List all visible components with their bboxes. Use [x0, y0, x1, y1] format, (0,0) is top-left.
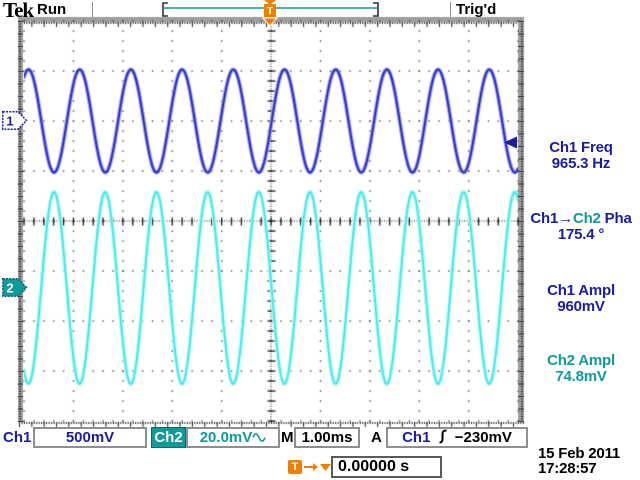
trigger-position-marker: T: [262, 0, 278, 27]
header-divider-2: [450, 2, 451, 17]
trigger-source: Ch1: [402, 429, 431, 446]
datetime: 15 Feb 2011 17:28:57: [538, 446, 620, 476]
phase-src-ch1: Ch1: [530, 210, 559, 227]
acquisition-status: Run: [37, 1, 67, 18]
delay-t-flag: T: [288, 460, 302, 474]
ch2-scale-value: 20.0mV: [199, 429, 253, 446]
rising-edge-icon: [439, 429, 447, 444]
sine-wave-icon: [252, 433, 267, 442]
phase-src-ch2: Ch2: [572, 210, 601, 227]
date-text: 15 Feb 2011: [538, 445, 621, 462]
measurement-ch1-freq: Ch1 Freq 965.3 Hz: [522, 140, 640, 172]
trigger-menu-label: A: [371, 429, 382, 446]
measurement-value: 960mV: [557, 298, 605, 315]
measurement-value: 175.4 °: [557, 226, 605, 243]
measurement-ch1-ampl: Ch1 Ampl 960mV: [522, 283, 640, 315]
ch1-marker-label: 1: [6, 114, 13, 129]
measurement-label: Ch1 Ampl: [547, 282, 615, 299]
ch2-marker-label: 2: [6, 281, 13, 296]
trigger-t-symbol: T: [267, 6, 273, 17]
window-left-bracket: [162, 2, 168, 17]
trigger-t-flag: [264, 4, 276, 17]
trigger-caret-top-icon: [264, 0, 276, 5]
tek-logo: Tek: [3, 0, 34, 22]
trigger-status: Trig'd: [456, 1, 497, 18]
trigger-level-arrow-icon: [504, 136, 517, 149]
window-right-bracket: [373, 2, 379, 17]
ch1-label: Ch1: [3, 429, 32, 446]
measurement-label: Ch2 Ampl: [547, 352, 615, 369]
measurement-value: 965.3 Hz: [551, 155, 611, 172]
measurement-phase: Ch1→Ch2 Pha 175.4 °: [522, 211, 640, 243]
measurement-label: Ch1→Ch2 Pha: [522, 211, 640, 227]
ch2-ground-marker: 2: [2, 278, 28, 297]
ch1-scale-readout: 500mV: [33, 427, 147, 448]
horizontal-delay-readout: 0.00000 s: [331, 456, 442, 478]
trigger-level: −230mV: [454, 429, 512, 446]
phase-arrow-icon: →: [558, 210, 573, 227]
time-text: 17:28:57: [538, 460, 597, 477]
timebase-label: M: [281, 429, 294, 446]
trigger-readout: Ch1 −230mV: [386, 427, 528, 448]
delay-arrow-icon: [304, 463, 331, 471]
timebase-readout: 1.00ms: [294, 427, 360, 448]
measurement-label: Ch1 Freq: [549, 139, 613, 156]
phase-suffix: Pha: [600, 210, 632, 227]
measurement-ch2-ampl: Ch2 Ampl 74.8mV: [522, 353, 640, 385]
ch2-scale-readout: 20.0mV: [186, 427, 280, 448]
header-divider: [92, 2, 93, 17]
ch1-ground-marker: 1: [2, 111, 28, 130]
measurement-value: 74.8mV: [555, 368, 607, 385]
ch2-label-badge: Ch2: [151, 427, 186, 448]
trigger-caret-ruler-icon: [262, 17, 278, 27]
